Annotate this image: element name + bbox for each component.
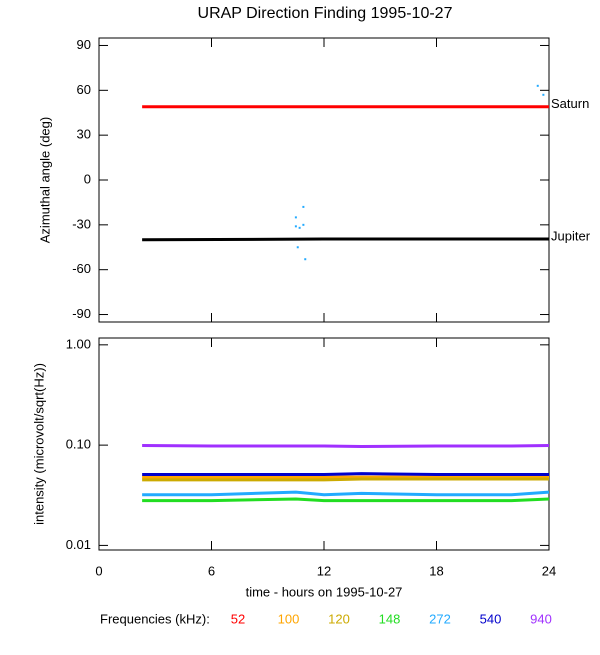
- series-label: Jupiter: [551, 228, 591, 243]
- series-line: [142, 444, 550, 448]
- plot-frame: [98, 337, 550, 551]
- chart-title: URAP Direction Finding 1995-10-27: [198, 5, 453, 22]
- scatter-point: [294, 216, 297, 219]
- y-tick-label: 90: [77, 37, 91, 52]
- y-tick-label: -30: [72, 216, 91, 231]
- series-label: Saturn: [551, 96, 589, 111]
- y-tick-label: 30: [77, 127, 91, 142]
- legend-entry: 120: [328, 611, 350, 626]
- legend-entry: 100: [278, 611, 300, 626]
- y-axis-label: Azimuthal angle (deg): [37, 117, 52, 243]
- series-line: [142, 472, 549, 476]
- legend-entry: 940: [530, 611, 552, 626]
- scatter-point: [294, 225, 297, 228]
- y-tick-label: -60: [72, 261, 91, 276]
- scatter-point: [298, 226, 301, 229]
- scatter-point: [304, 258, 307, 261]
- y-tick-label: 60: [77, 82, 91, 97]
- y-tick-label: -90: [72, 306, 91, 321]
- scatter-point: [302, 205, 305, 208]
- legend-entry: 540: [480, 611, 502, 626]
- x-tick-label: 18: [429, 563, 443, 578]
- scatter-point: [302, 223, 305, 226]
- y-tick-label: 0.10: [66, 437, 91, 452]
- x-tick-label: 12: [317, 563, 331, 578]
- legend-entry: 272: [429, 611, 451, 626]
- legend-entry: 148: [379, 611, 401, 626]
- x-tick-label: 0: [95, 563, 102, 578]
- legend-title: Frequencies (kHz):: [100, 611, 210, 626]
- series-line: [142, 237, 549, 242]
- plot-frame: [98, 37, 550, 323]
- y-tick-label: 0.01: [66, 537, 91, 552]
- series-line: [142, 490, 550, 497]
- scatter-point: [542, 93, 545, 96]
- scatter-point: [296, 246, 299, 249]
- series-line: [142, 477, 549, 482]
- x-tick-label: 24: [542, 563, 556, 578]
- scatter-point: [536, 84, 539, 87]
- series-line: [142, 497, 550, 503]
- x-axis-label: time - hours on 1995-10-27: [246, 584, 403, 599]
- y-tick-label: 1.00: [66, 336, 91, 351]
- y-axis-label: intensity (microvolt/sqrt(Hz)): [31, 363, 46, 525]
- x-tick-label: 6: [208, 563, 215, 578]
- legend-entry: 52: [231, 611, 245, 626]
- y-tick-label: 0: [84, 171, 91, 186]
